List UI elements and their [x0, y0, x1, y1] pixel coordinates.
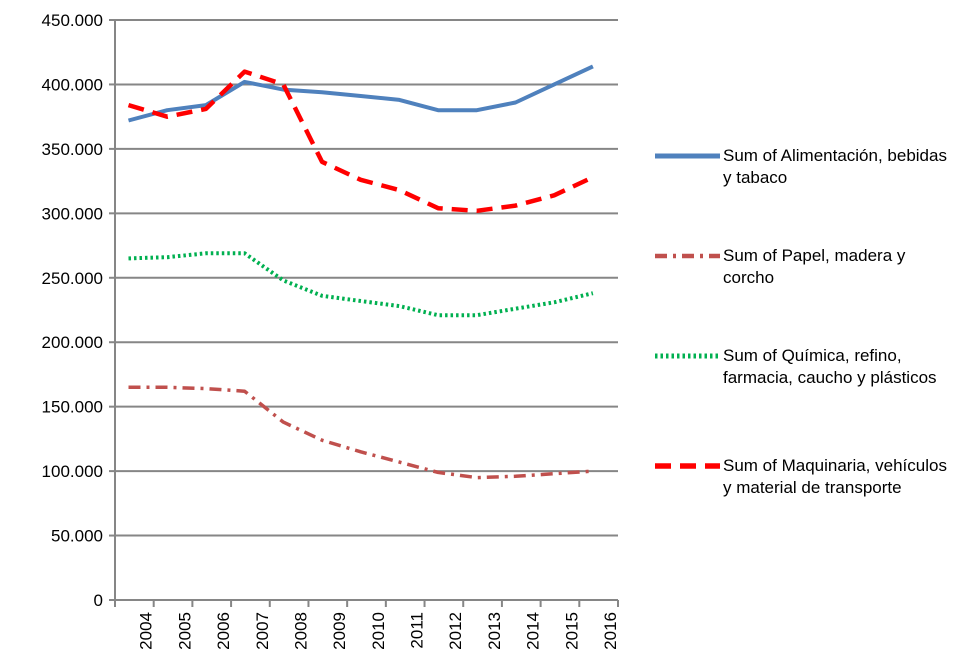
x-tick-label: 2009 [330, 612, 349, 650]
series-line [127, 64, 594, 123]
y-tick-label: 400.000 [42, 75, 103, 94]
y-tick-label: 200.000 [42, 333, 103, 352]
y-tick-label: 450.000 [42, 11, 103, 30]
x-tick-label: 2015 [562, 612, 581, 650]
x-tick-label: 2006 [214, 612, 233, 650]
legend-label: Sum of Maquinaria, vehículos y material … [723, 456, 947, 497]
legend-label: Sum of Alimentación, bebidas y tabaco [723, 146, 947, 187]
series-line [128, 385, 594, 480]
y-tick-label: 150.000 [42, 398, 103, 417]
series-line [128, 251, 594, 318]
x-tick-label: 2005 [175, 612, 194, 650]
x-tick-label: 2016 [601, 612, 620, 650]
legend-label: Sum of Papel, madera y corcho [723, 246, 906, 287]
y-tick-label: 250.000 [42, 269, 103, 288]
y-tick-label: 300.000 [42, 204, 103, 223]
y-tick-label: 50.000 [51, 527, 103, 546]
x-tick-label: 2011 [408, 612, 427, 649]
x-tick-label: 2010 [369, 612, 388, 650]
series-line [127, 69, 594, 214]
x-tick-label: 2014 [524, 612, 543, 650]
y-tick-label: 350.000 [42, 140, 103, 159]
x-tick-label: 2013 [485, 612, 504, 650]
x-tick-label: 2008 [291, 612, 310, 650]
legend-label: Sum of Química, refino, farmacia, caucho… [723, 346, 937, 387]
y-tick-label: 100.000 [42, 462, 103, 481]
x-tick-label: 2012 [446, 612, 465, 650]
x-tick-label: 2007 [253, 612, 272, 650]
y-tick-label: 0 [94, 591, 103, 610]
x-tick-label: 2004 [137, 612, 156, 650]
